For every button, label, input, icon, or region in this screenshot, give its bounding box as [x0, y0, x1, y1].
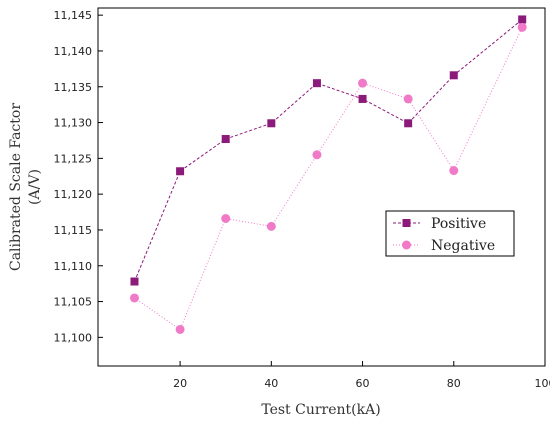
data-point-negative	[129, 293, 139, 303]
data-point-negative	[312, 150, 322, 160]
series-line-negative	[134, 27, 523, 331]
data-point-negative	[517, 22, 527, 32]
x-tick-label: 40	[264, 377, 278, 390]
y-tick-label: 11,105	[54, 296, 93, 309]
data-point-negative	[449, 166, 459, 176]
x-axis-title: Test Current(kA)	[261, 402, 380, 418]
data-point-negative	[221, 214, 231, 224]
y-tick-label: 11,125	[54, 152, 93, 165]
y-tick-label: 11,120	[54, 188, 93, 201]
data-point-positive	[267, 119, 276, 128]
legend-label-negative: Negative	[431, 238, 495, 254]
data-point-positive	[404, 119, 413, 128]
y-tick-label: 11,135	[54, 81, 93, 94]
data-point-positive	[312, 79, 321, 88]
series-line-positive	[134, 19, 523, 282]
x-tick-label: 80	[447, 377, 461, 390]
y-tick-label: 11,130	[54, 117, 93, 130]
y-tick-label: 11,115	[54, 224, 93, 237]
y-tick-label: 11,145	[54, 9, 93, 22]
legend: Positive Negative	[385, 210, 515, 257]
y-tick-label: 11,140	[54, 45, 93, 58]
y-axis-ticks: 11,100 11,105 11,110 11,115 11,120 11,125 11,1…	[54, 9, 103, 344]
x-axis-ticks: 20 40 60 80 100	[173, 361, 550, 390]
y-axis-title-line-2: (A/V)	[27, 169, 43, 205]
x-tick-label: 100	[535, 377, 550, 390]
data-point-negative	[403, 94, 413, 104]
legend-marker-negative	[402, 240, 411, 250]
series-layer	[129, 15, 527, 334]
data-point-positive	[358, 94, 367, 103]
data-point-positive	[176, 167, 185, 176]
data-point-positive	[221, 135, 230, 144]
y-tick-label: 11,100	[54, 331, 93, 344]
data-point-negative	[175, 324, 185, 334]
data-point-positive	[130, 277, 139, 286]
plot-frame	[97, 7, 546, 367]
data-point-negative	[266, 221, 276, 231]
y-tick-label: 11,110	[54, 260, 93, 273]
x-tick-label: 60	[356, 377, 370, 390]
legend-marker-positive	[402, 219, 411, 227]
x-tick-label: 20	[173, 377, 187, 390]
data-point-negative	[358, 78, 368, 88]
y-axis-title: Calibrated Scale Factor (A/V)	[8, 103, 43, 271]
y-axis-title-line-1: Calibrated Scale Factor	[8, 103, 24, 271]
data-point-positive	[449, 71, 458, 80]
legend-label-positive: Positive	[431, 216, 486, 232]
data-point-positive	[518, 15, 527, 24]
